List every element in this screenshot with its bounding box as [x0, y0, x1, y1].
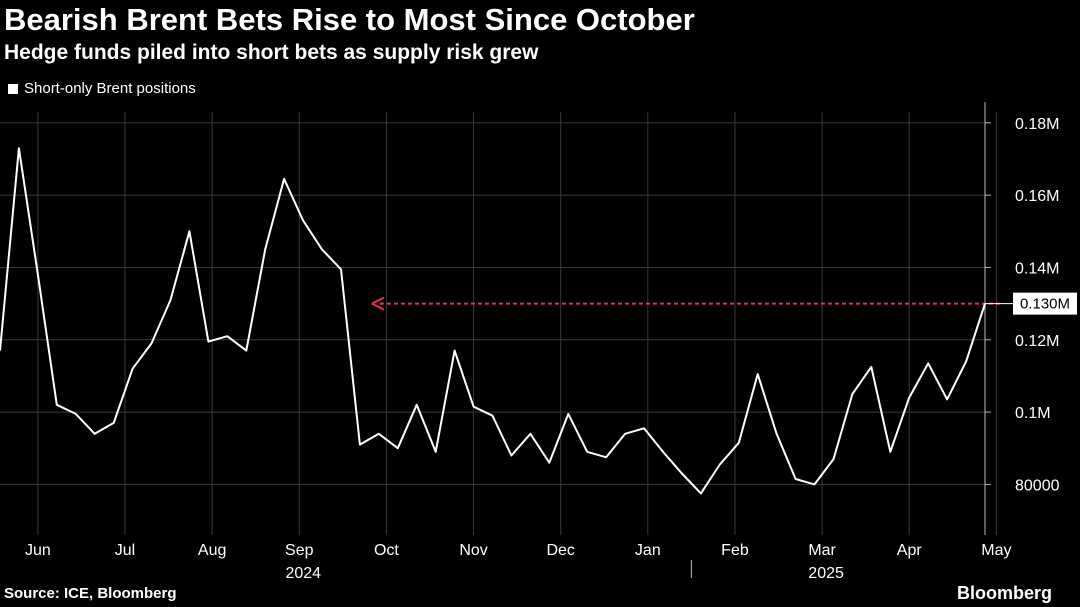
reference-arrow-head: [371, 296, 385, 311]
y-tick-label: 0.16M: [1015, 188, 1059, 205]
legend-label: Short-only Brent positions: [24, 80, 196, 97]
legend: Short-only Brent positions: [8, 80, 196, 97]
y-tick-label: 0.12M: [1015, 333, 1059, 350]
x-tick-label: Nov: [459, 542, 487, 559]
x-tick-label: Jan: [635, 542, 661, 559]
callout-box: [1013, 292, 1077, 315]
callout-label: 0.130M: [1020, 296, 1070, 313]
x-tick-label: Dec: [546, 542, 574, 559]
series-line: [0, 147, 986, 495]
year-label: 2025: [808, 565, 844, 582]
legend-swatch: [8, 83, 18, 94]
x-tick-label: Oct: [374, 542, 399, 559]
x-tick-label: Jun: [25, 542, 51, 559]
x-tick-label: Mar: [808, 542, 836, 559]
brand-logo: Bloomberg: [956, 583, 1052, 603]
y-tick-label: 0.1M: [1015, 405, 1051, 422]
y-tick-label: 80000: [1015, 477, 1060, 494]
x-tick-label: Jul: [115, 542, 135, 559]
x-tick-label: Aug: [198, 542, 226, 559]
chart-subtitle: Hedge funds piled into short bets as sup…: [4, 41, 539, 64]
x-tick-label: Feb: [721, 542, 749, 559]
chart-title: Bearish Brent Bets Rise to Most Since Oc…: [4, 2, 695, 37]
year-label: 2024: [285, 565, 321, 582]
x-tick-label: May: [981, 542, 1011, 559]
x-tick-label: Sep: [285, 542, 314, 559]
y-tick-label: 0.18M: [1015, 116, 1059, 133]
y-tick-label: 0.14M: [1015, 260, 1059, 277]
source-note: Source: ICE, Bloomberg: [4, 585, 177, 602]
x-tick-label: Apr: [897, 542, 923, 559]
